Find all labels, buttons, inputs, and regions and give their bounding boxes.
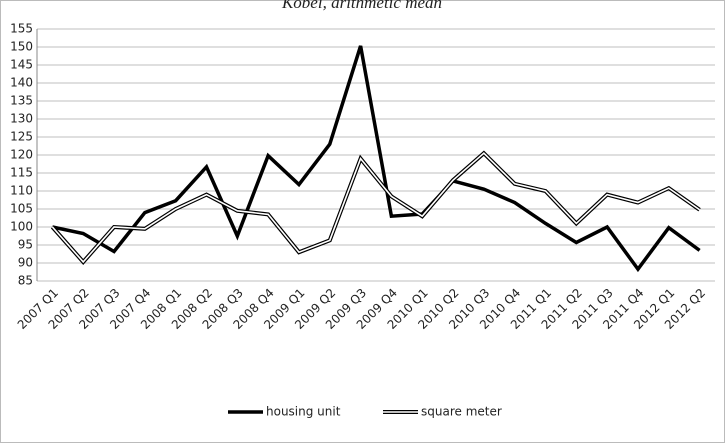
y-tick-label: 90	[18, 256, 33, 270]
y-tick-label: 100	[10, 220, 33, 234]
y-tick-label: 125	[10, 130, 33, 144]
legend-label: square meter	[421, 405, 502, 419]
y-tick-label: 135	[10, 94, 33, 108]
y-tick-label: 140	[10, 76, 33, 90]
chart-title: Kobel, arithmetic mean	[281, 0, 442, 12]
y-tick-label: 105	[10, 202, 33, 216]
y-tick-label: 145	[10, 58, 33, 72]
y-tick-label: 85	[18, 274, 33, 288]
y-tick-label: 120	[10, 148, 33, 162]
legend-label: housing unit	[266, 405, 341, 419]
y-tick-label: 150	[10, 40, 33, 54]
y-tick-label: 95	[18, 238, 33, 252]
y-tick-label: 115	[10, 166, 33, 180]
y-tick-label: 130	[10, 112, 33, 126]
line-inner	[51, 152, 701, 264]
line	[52, 45, 701, 273]
y-tick-label: 155	[10, 22, 33, 36]
y-tick-label: 110	[10, 184, 33, 198]
